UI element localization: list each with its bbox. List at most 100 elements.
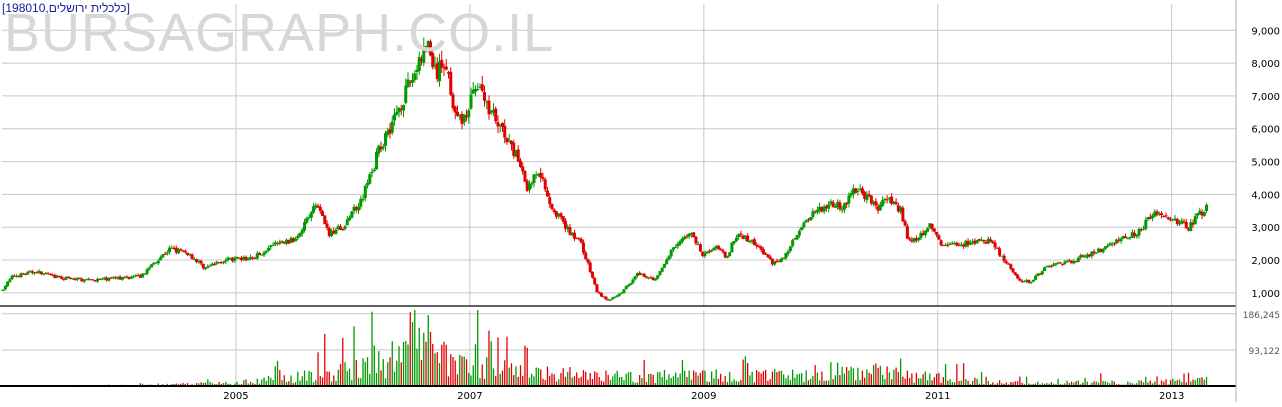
candle-body [170,247,174,249]
candle-body [1146,217,1150,220]
candle-body [123,276,127,278]
candle-body [237,257,241,259]
candle-body [667,256,671,260]
candle-body [1189,222,1193,232]
candle-body [303,222,307,231]
candle-body [332,230,336,234]
candle-body [932,228,936,232]
candle-body [845,202,849,205]
candle-body [743,235,747,239]
candle-body [240,257,244,261]
candle-body [451,94,455,109]
candle-body [575,238,579,240]
candle-body [881,200,885,206]
x-tick-label: 2009 [691,391,716,402]
candle-body [433,64,437,66]
candle-body [914,237,918,241]
candle-body [1128,237,1132,239]
candle-body [188,254,192,256]
candle-body [649,277,653,279]
candle-body [8,279,12,282]
candle-body [730,242,734,253]
candle-body [622,289,626,293]
candle-body [964,240,968,247]
candle-body [417,57,421,71]
candle-body [858,188,862,190]
candle-body [723,252,727,258]
candle-body [714,246,718,249]
candle-body [53,275,57,279]
candle-body [375,152,379,170]
candle-body [201,263,205,269]
candle-body [1067,260,1071,262]
candle-body [111,277,115,279]
candle-body [471,89,475,94]
candle-body [525,181,529,191]
candle-body [258,252,262,255]
candle-body [820,207,824,212]
candle-body [395,112,399,115]
candle-body [442,67,446,69]
candle-body [226,257,230,261]
candle-body [833,206,837,208]
candle-body [345,219,349,226]
candle-body [208,265,212,267]
candle-body [829,201,833,204]
candle-body [491,109,495,113]
candle-body [775,260,779,262]
candle-body [181,250,185,252]
candle-body [707,251,711,253]
candle-body [1119,238,1123,242]
candle-body [635,273,639,276]
candle-body [1097,248,1101,253]
candle-body [183,250,187,253]
candle-body [496,122,500,127]
candle-body [217,262,221,264]
candle-body [640,274,644,276]
candle-body [890,196,894,204]
candle-body [944,244,948,246]
candle-body [3,286,7,290]
candle-body [1130,232,1134,238]
candle-body [28,271,32,273]
candle-body [509,140,513,145]
candle-body [195,259,199,263]
candle-body [732,240,736,244]
candle-body [608,299,612,301]
candle-body [1031,279,1035,282]
candle-body [604,296,608,300]
candle-body [876,206,880,211]
candle-body [559,213,563,217]
candle-body [156,260,160,264]
candle-body [867,194,871,196]
candle-body [865,194,869,201]
candle-body [912,238,916,242]
candle-body [89,279,93,281]
candle-body [1117,239,1121,241]
candle-body [1025,280,1029,282]
candle-body [721,250,725,252]
candle-body [973,240,977,244]
candle-body [939,240,943,246]
candle-body [411,79,415,83]
candle-body [399,109,403,111]
candle-body [1142,228,1146,230]
candle-body [752,239,756,245]
candle-body [505,138,509,143]
candle-body [851,188,855,195]
candle-body [1070,260,1074,264]
candle-body [615,295,619,297]
candle-body [305,218,309,223]
candle-body [348,217,352,221]
candle-body [917,238,921,241]
candle-body [755,244,759,247]
candle-body [420,59,424,61]
candle-body [444,66,448,70]
candle-body [408,81,412,83]
candle-body [12,275,16,277]
candle-body [44,272,48,275]
candle-body [289,237,293,243]
candle-body [1144,219,1148,229]
